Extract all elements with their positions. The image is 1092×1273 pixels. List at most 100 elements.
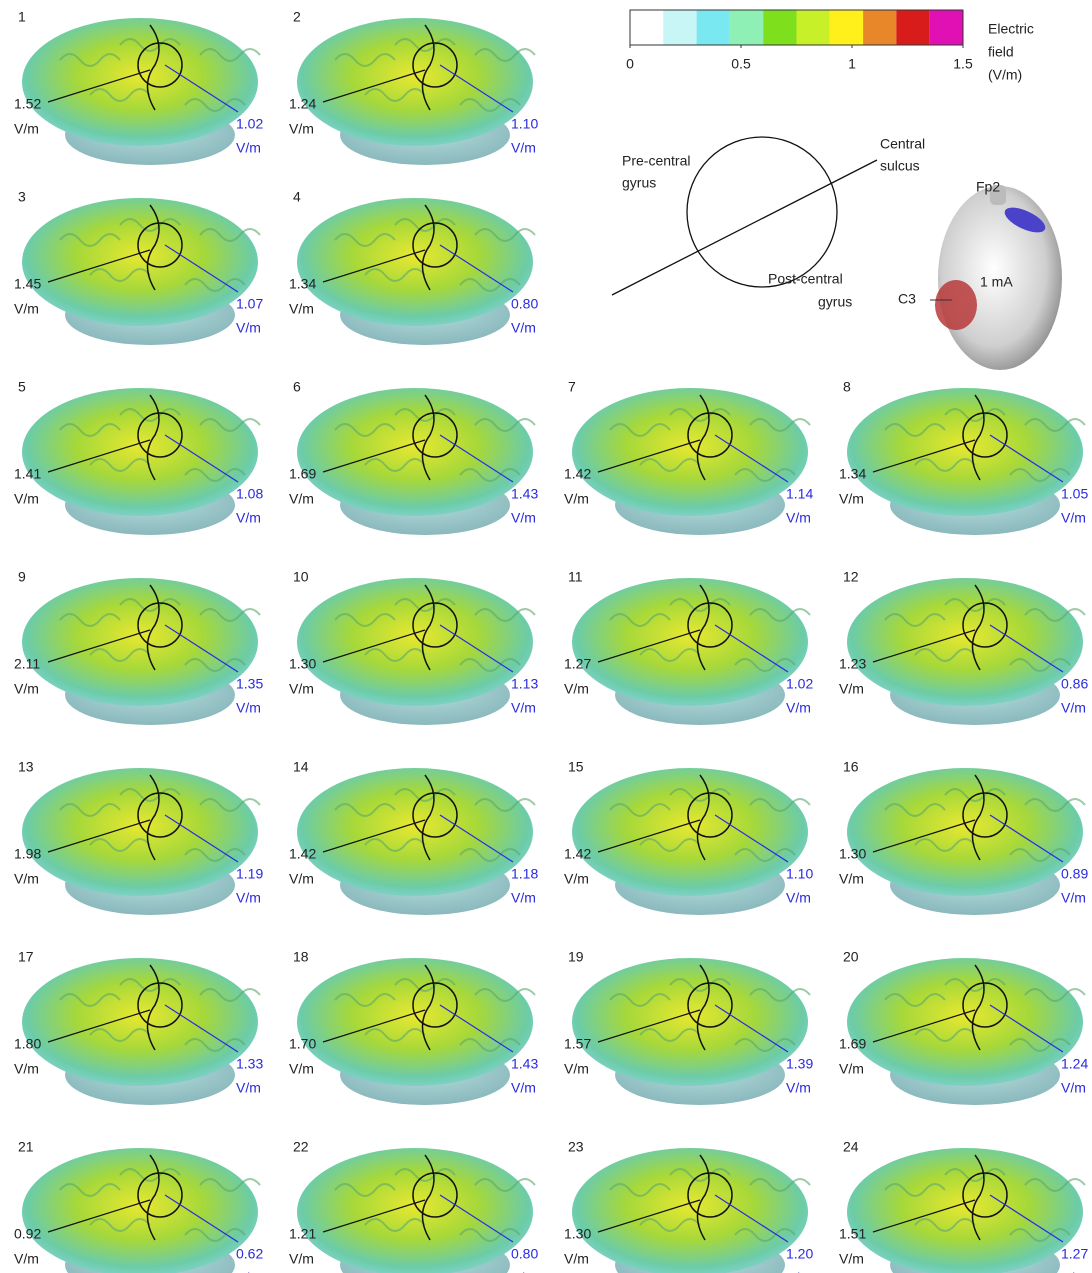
gyrus xyxy=(184,1228,246,1242)
gyrus xyxy=(89,458,151,472)
gyrus xyxy=(1024,608,1086,622)
peak-unit: V/m xyxy=(14,1251,39,1267)
roi-value: 1.02 xyxy=(236,116,263,132)
panel-number: 13 xyxy=(18,759,34,775)
gyrus xyxy=(734,848,796,862)
peak-value: 1.21 xyxy=(289,1226,316,1242)
peak-value: 1.45 xyxy=(14,276,41,292)
roi-circle xyxy=(412,602,458,648)
gyrus xyxy=(944,788,1006,802)
label: Central xyxy=(880,136,925,152)
gyrus xyxy=(119,788,181,802)
peak-pointer xyxy=(597,1009,701,1043)
gyrus xyxy=(459,1228,521,1242)
peak-pointer xyxy=(322,439,426,473)
gyrus xyxy=(459,848,521,862)
cortex xyxy=(297,1148,533,1273)
peak-unit: V/m xyxy=(14,121,39,137)
gyrus xyxy=(459,1038,521,1052)
gyrus xyxy=(119,408,181,422)
roi-value: 1.43 xyxy=(511,486,538,502)
anode-pad xyxy=(1004,207,1046,233)
gyrus xyxy=(334,53,396,67)
peak-unit: V/m xyxy=(839,1061,864,1077)
peak-unit: V/m xyxy=(564,491,589,507)
peak-value: 1.98 xyxy=(14,846,41,862)
label: gyrus xyxy=(622,175,656,191)
gyrus xyxy=(669,598,731,612)
sulcus xyxy=(971,774,985,861)
gyrus xyxy=(364,458,426,472)
roi-circle xyxy=(687,792,733,838)
gyrus xyxy=(59,423,121,437)
panel-number: 11 xyxy=(568,569,583,585)
colorbar-label: field xyxy=(988,44,1014,60)
sulcus xyxy=(696,774,710,861)
gyrus xyxy=(199,798,261,812)
cortex xyxy=(847,388,1083,516)
gyrus xyxy=(639,838,701,852)
gyrus xyxy=(884,993,946,1007)
roi-unit: V/m xyxy=(786,700,811,716)
panel-number: 7 xyxy=(568,379,576,395)
gyrus xyxy=(184,98,246,112)
nose xyxy=(990,185,1006,205)
peak-unit: V/m xyxy=(564,1061,589,1077)
peak-value: 1.34 xyxy=(289,276,316,292)
gyrus xyxy=(199,988,261,1002)
gyrus xyxy=(364,1028,426,1042)
peak-pointer xyxy=(47,819,151,853)
roi-value: 1.19 xyxy=(236,866,263,882)
sulcus xyxy=(146,584,160,671)
peak-pointer xyxy=(322,69,426,103)
brain-panel: 3 1.45 V/m 1.07 V/m xyxy=(14,189,263,345)
peak-unit: V/m xyxy=(839,681,864,697)
brain-panel: 10 1.30 V/m 1.13 V/m xyxy=(289,569,538,725)
gyrus xyxy=(474,418,536,432)
brain-panel: 20 1.69 V/m 1.24 V/m xyxy=(839,949,1088,1105)
roi-pointer xyxy=(439,434,514,483)
gyrus xyxy=(669,978,731,992)
gyrus xyxy=(639,648,701,662)
roi-pointer xyxy=(164,624,239,673)
brain-panel: 21 0.92 V/m 0.62 V/m xyxy=(14,1139,263,1273)
gyrus xyxy=(394,38,456,52)
gyrus xyxy=(1009,1228,1071,1242)
roi-value: 1.33 xyxy=(236,1056,263,1072)
label: Pre-central xyxy=(622,153,690,169)
sulcus xyxy=(146,964,160,1051)
roi-circle xyxy=(412,982,458,1028)
roi-pointer xyxy=(989,1004,1064,1053)
peak-value: 1.27 xyxy=(564,656,591,672)
gyrus xyxy=(474,988,536,1002)
cortex xyxy=(22,1148,258,1273)
gyrus xyxy=(1024,1178,1086,1192)
gyrus xyxy=(914,458,976,472)
gyrus xyxy=(334,803,396,817)
gyrus xyxy=(184,848,246,862)
peak-unit: V/m xyxy=(289,1061,314,1077)
gyrus xyxy=(119,978,181,992)
color-swatch xyxy=(929,10,963,45)
gyrus xyxy=(884,803,946,817)
sulcus xyxy=(696,584,710,671)
peak-unit: V/m xyxy=(289,681,314,697)
roi-value: 1.39 xyxy=(786,1056,813,1072)
gyrus xyxy=(1024,418,1086,432)
roi-circle xyxy=(412,222,458,268)
gyrus xyxy=(749,798,811,812)
roi-unit: V/m xyxy=(236,1270,261,1273)
gyrus xyxy=(89,1028,151,1042)
peak-unit: V/m xyxy=(14,1061,39,1077)
sulcus xyxy=(146,394,160,481)
gyrus xyxy=(334,613,396,627)
roi-circle xyxy=(412,42,458,88)
sulcus xyxy=(421,204,435,291)
gyrus xyxy=(474,798,536,812)
peak-value: 1.24 xyxy=(289,96,316,112)
gyrus xyxy=(364,268,426,282)
peak-unit: V/m xyxy=(289,871,314,887)
panel-number: 5 xyxy=(18,379,26,395)
gyrus xyxy=(459,98,521,112)
peak-unit: V/m xyxy=(564,871,589,887)
